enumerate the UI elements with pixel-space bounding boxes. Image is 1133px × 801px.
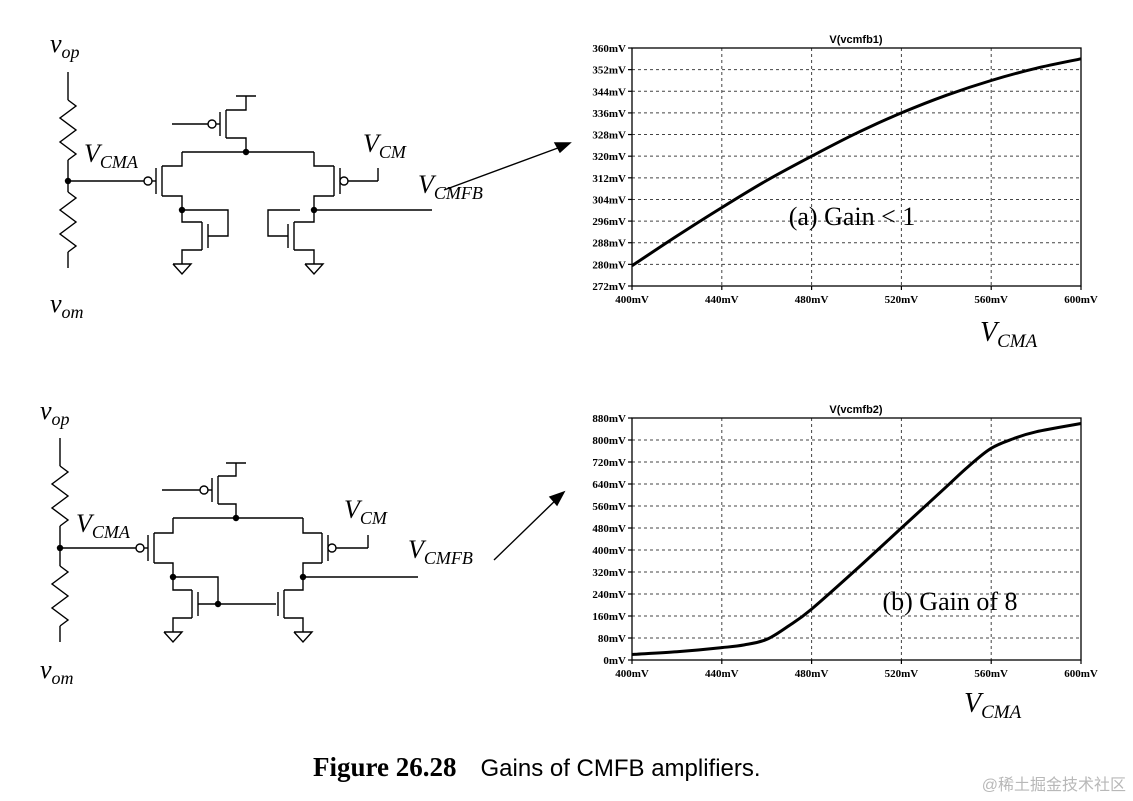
x-axis-ticks: 400mV 440mV 480mV 520mV 560mV 600mV [615,286,1098,306]
y-tick-label: 320mV [592,567,626,579]
x-tick-label: 520mV [885,294,919,306]
y-tick-label: 272mV [592,281,626,293]
y-tick-label: 280mV [592,259,626,271]
node-dot [214,600,222,608]
y-tick-label: 0mV [603,655,626,667]
vcma-label: VCMA [84,139,139,172]
x-axis-ticks: 400mV 440mV 480mV 520mV 560mV 600mV [615,660,1098,680]
resistor-divider [50,438,70,642]
chart-grid [632,48,1081,286]
y-tick-label: 240mV [592,589,626,601]
x-tick-label: 440mV [705,294,739,306]
x-tick-label: 480mV [795,294,829,306]
vcm-label: VCM [344,495,388,528]
circuit-a [58,72,572,276]
y-axis-ticks: 880mV 800mV 720mV 640mV 560mV 480mV 400mV 320mV… [592,413,632,667]
chart-annotation: (a) Gain < 1 [789,202,916,231]
chart-a: V(vcmfb1) 360mV 352mV 344mV 336mV 328mV 320mV… [592,34,1097,352]
y-tick-label: 400mV [592,545,626,557]
chart-grid [632,418,1081,660]
vom-label: vom [50,289,84,322]
y-tick-label: 312mV [592,173,626,185]
resistor-divider [58,72,78,268]
y-tick-label: 288mV [592,238,626,250]
circuit-b [50,438,566,644]
x-tick-label: 440mV [705,668,739,680]
y-tick-label: 336mV [592,108,626,120]
figure-caption: Figure 26.28 Gains of CMFB amplifiers. [313,752,761,782]
y-tick-label: 880mV [592,413,626,425]
y-tick-label: 360mV [592,43,626,55]
series-line [631,422,1082,656]
x-tick-label: 400mV [615,668,649,680]
x-tick-label: 600mV [1064,668,1098,680]
y-tick-label: 640mV [592,479,626,491]
y-tick-label: 800mV [592,435,626,447]
chart-annotation: (b) Gain of 8 [882,587,1017,616]
vcmfb-label: VCMFB [418,170,483,203]
series-line [631,57,1082,267]
y-tick-label: 328mV [592,130,626,142]
y-tick-label: 296mV [592,216,626,228]
x-tick-label: 520mV [885,668,919,680]
vcmfb-label: VCMFB [408,535,473,568]
x-tick-label: 400mV [615,294,649,306]
vop-label: vop [40,396,70,429]
watermark: @稀土掘金技术社区 [982,776,1126,794]
chart-b: V(vcmfb2) 880mV 800mV 720mV 640mV 560mV 480mV… [592,404,1097,723]
y-tick-label: 160mV [592,611,626,623]
caption-label: Figure 26.28 [313,752,457,782]
vcm-label: VCM [363,129,407,162]
x-tick-label: 600mV [1064,294,1098,306]
vop-label: vop [50,29,80,62]
circuit-b-labels: vop vom VCMA VCM VCMFB [40,396,473,688]
chart-title: V(vcmfb2) [829,404,883,416]
x-tick-label: 480mV [795,668,829,680]
circuit-a-labels: vop vom VCMA VCM VCMFB [50,29,483,322]
plot-frame [631,47,1082,287]
y-tick-label: 560mV [592,501,626,513]
y-tick-label: 304mV [592,194,626,206]
y-axis-ticks: 360mV 352mV 344mV 336mV 328mV 320mV 312mV 304mV… [592,43,632,293]
y-tick-label: 720mV [592,457,626,469]
y-tick-label: 352mV [592,65,626,77]
x-axis-label: VCMA [964,688,1022,723]
x-tick-label: 560mV [974,294,1008,306]
x-axis-label: VCMA [980,317,1038,352]
plot-frame [631,417,1082,661]
chart-title: V(vcmfb1) [829,34,883,46]
vcma-label: VCMA [76,509,131,542]
caption-text: Gains of CMFB amplifiers. [481,755,761,782]
y-tick-label: 480mV [592,523,626,535]
y-tick-label: 320mV [592,151,626,163]
y-tick-label: 344mV [592,86,626,98]
y-tick-label: 80mV [598,633,626,645]
x-tick-label: 560mV [974,668,1008,680]
vom-label: vom [40,655,74,688]
